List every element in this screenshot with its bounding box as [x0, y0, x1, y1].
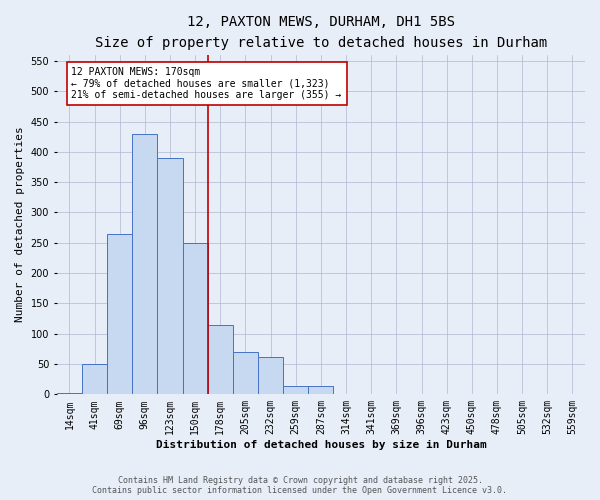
- Bar: [157, 158, 182, 394]
- Bar: [107, 234, 132, 394]
- Y-axis label: Number of detached properties: Number of detached properties: [15, 126, 25, 322]
- Bar: [308, 386, 334, 394]
- Bar: [182, 243, 208, 394]
- Bar: [208, 324, 233, 394]
- Bar: [82, 364, 107, 394]
- X-axis label: Distribution of detached houses by size in Durham: Distribution of detached houses by size …: [155, 440, 486, 450]
- Text: Contains HM Land Registry data © Crown copyright and database right 2025.
Contai: Contains HM Land Registry data © Crown c…: [92, 476, 508, 495]
- Bar: [233, 352, 258, 395]
- Text: 12 PAXTON MEWS: 170sqm
← 79% of detached houses are smaller (1,323)
21% of semi-: 12 PAXTON MEWS: 170sqm ← 79% of detached…: [71, 67, 341, 100]
- Bar: [283, 386, 308, 394]
- Bar: [258, 356, 283, 395]
- Bar: [132, 134, 157, 394]
- Title: 12, PAXTON MEWS, DURHAM, DH1 5BS
Size of property relative to detached houses in: 12, PAXTON MEWS, DURHAM, DH1 5BS Size of…: [95, 15, 547, 50]
- Bar: [57, 393, 82, 394]
